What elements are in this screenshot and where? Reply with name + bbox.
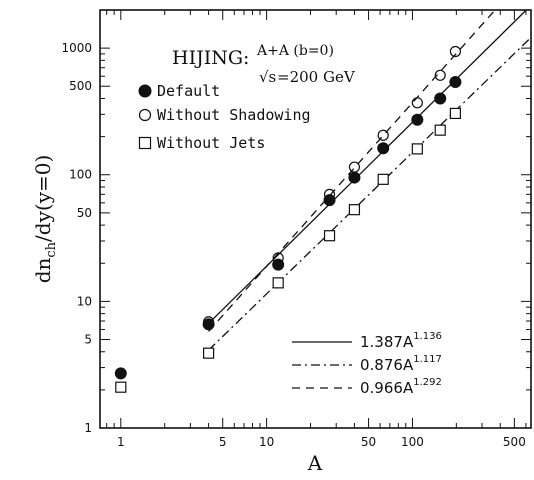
y-tick-label: 100 <box>69 168 92 182</box>
point-without-jets <box>115 381 127 393</box>
point-without-jets <box>348 204 361 216</box>
point-without-jets <box>323 230 336 242</box>
legend-label-default: Default <box>157 82 220 100</box>
annotation-model: HIJING: <box>172 47 249 69</box>
y-axis-title: dnch/dy(y=0) <box>31 155 59 284</box>
fit-lines <box>208 9 532 351</box>
point-without-jets <box>411 143 423 155</box>
point-without-shadowing <box>434 69 446 81</box>
y-tick-label: 10 <box>77 294 92 308</box>
plot-frame <box>99 9 532 429</box>
point-default <box>202 318 215 331</box>
point-without-jets <box>272 277 284 289</box>
fit-line-solid <box>208 9 527 324</box>
fit-legend-label-3: 0.966A1.292 <box>360 377 442 397</box>
fit-legend-label-1: 1.387A1.136 <box>360 331 442 351</box>
legend-label-without-jets: Without Jets <box>157 134 265 152</box>
annotation-energy: =200 GeV <box>277 68 356 86</box>
fit-line-dashdot <box>208 36 532 351</box>
point-default <box>434 92 447 105</box>
point-default <box>114 367 127 380</box>
annotation-system: A+A (b=0) <box>256 43 334 59</box>
point-default <box>411 113 424 126</box>
x-tick-label: 1 <box>117 435 125 449</box>
y-tick-label: 5 <box>84 332 92 346</box>
point-without-jets <box>434 124 446 136</box>
legend-marker-without-jets <box>138 136 152 150</box>
point-default <box>449 76 462 89</box>
legend-marker-without-shadowing <box>138 108 152 122</box>
x-tick-label: 100 <box>401 435 424 449</box>
point-without-shadowing <box>411 97 423 109</box>
y-tick-label: 500 <box>69 79 92 93</box>
point-default <box>348 171 361 184</box>
x-axis-title: A <box>307 451 323 475</box>
x-tick-label: 50 <box>361 435 376 449</box>
point-without-shadowing <box>377 129 389 141</box>
point-without-shadowing <box>449 45 461 58</box>
point-without-shadowing <box>272 252 284 264</box>
annotation-energy-sqrt: √s <box>259 68 276 86</box>
legend: Default Without Shadowing Without Jets <box>138 82 311 152</box>
x-tick-label: 10 <box>259 435 274 449</box>
point-without-jets <box>449 107 461 120</box>
x-tick-label: 5 <box>219 435 227 449</box>
y-tick-label: 1000 <box>61 41 92 55</box>
legend-label-without-shadowing: Without Shadowing <box>157 106 311 124</box>
point-without-shadowing <box>323 188 336 200</box>
point-without-jets <box>203 347 215 359</box>
point-without-jets <box>377 173 389 185</box>
point-without-shadowing <box>203 316 215 328</box>
fit-legend: 1.387A1.136 0.876A1.117 0.966A1.292 <box>292 331 442 397</box>
point-without-shadowing <box>348 161 361 173</box>
y-tick-label: 50 <box>77 206 92 220</box>
point-default <box>323 194 336 207</box>
axis-ticks: 1 5 10 50 100 500 1 5 10 50 100 500 1000 <box>61 9 531 449</box>
point-default <box>377 142 390 155</box>
fit-legend-label-2: 0.876A1.117 <box>360 354 442 374</box>
legend-marker-default <box>138 84 152 98</box>
data-markers <box>114 45 462 393</box>
x-tick-label: 500 <box>503 435 526 449</box>
y-tick-label: 1 <box>84 421 92 435</box>
